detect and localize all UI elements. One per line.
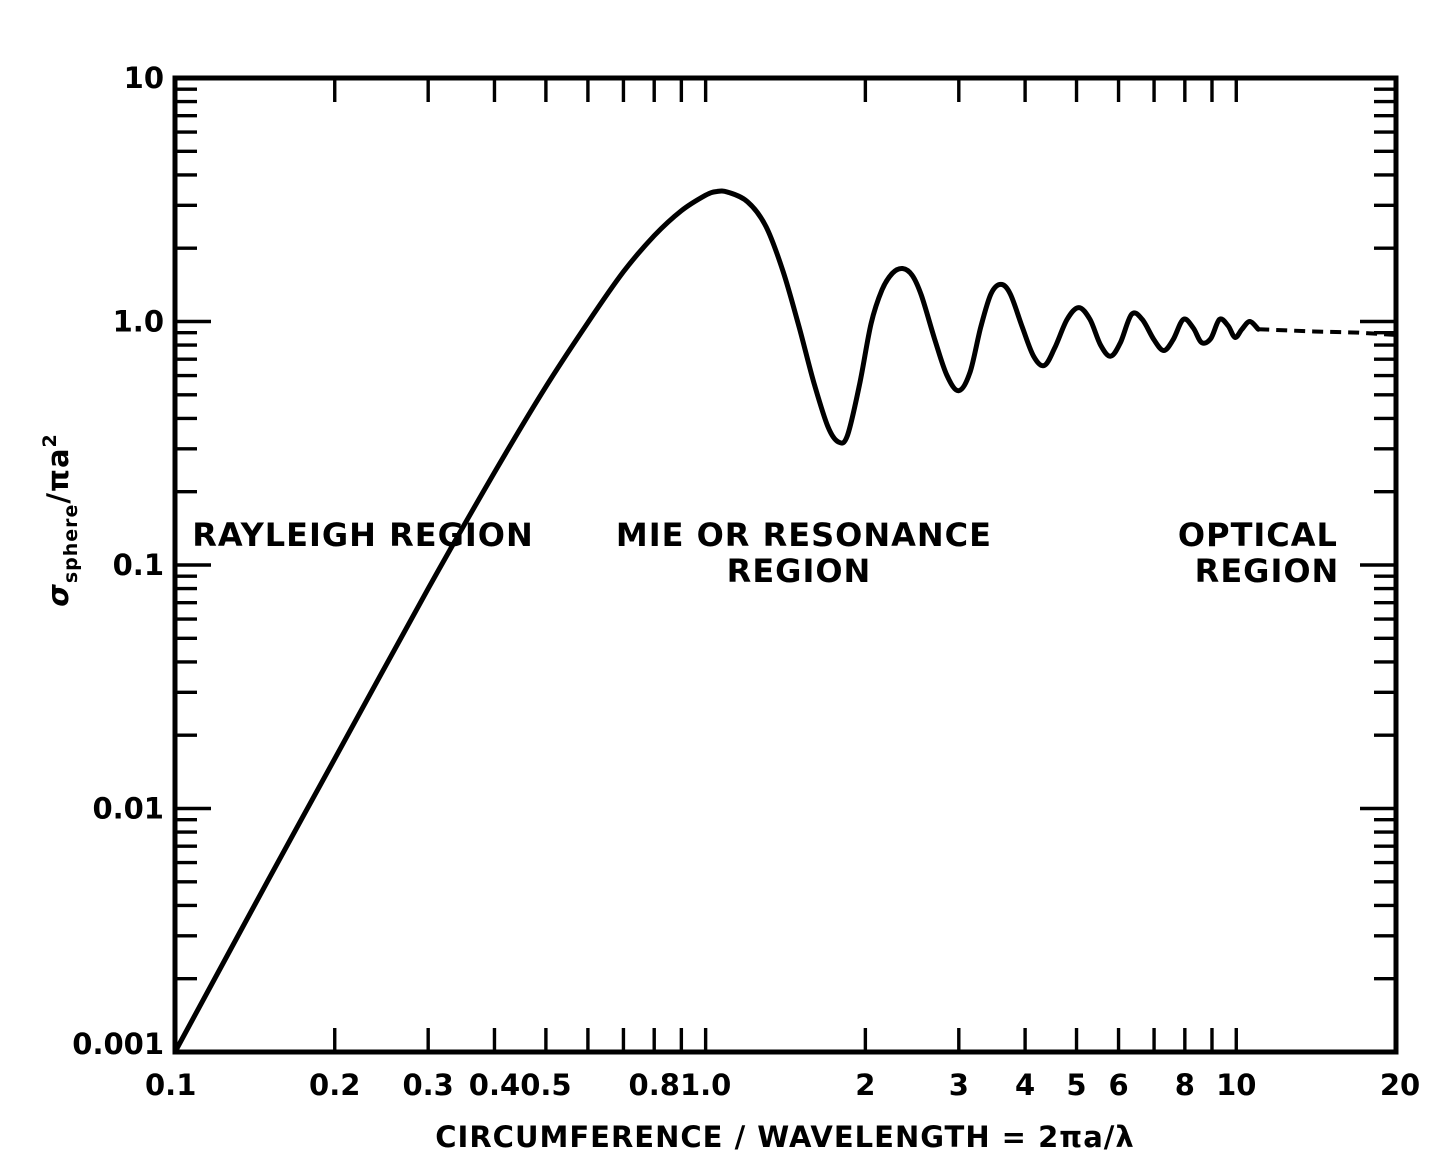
rcs-curve <box>172 188 1261 1055</box>
series-layer <box>172 188 1397 1055</box>
x-tick-label: 3 <box>949 1068 969 1102</box>
x-tick-label: 6 <box>1108 1068 1128 1102</box>
region-annotations: RAYLEIGH REGION MIE OR RESONANCE REGION … <box>192 516 1350 590</box>
optical-limit-dashed-line <box>1258 327 1397 337</box>
x-tick-label: 0.4 <box>469 1068 520 1102</box>
x-tick-label: 5 <box>1066 1068 1086 1102</box>
y-tick-label: 0.1 <box>113 548 164 582</box>
x-tick-label: 8 <box>1175 1068 1195 1102</box>
y-tick-label: 0.001 <box>72 1027 164 1061</box>
y-tick-label: 1.0 <box>113 305 164 339</box>
x-axis-title: CIRCUMFERENCE / WAVELENGTH = 2πa/λ <box>435 1120 1134 1154</box>
x-tick-labels: 0.1 0.2 0.3 0.4 0.5 0.8 1.0 2 3 4 5 6 8 10 20 <box>145 1068 1420 1102</box>
x-tick-label: 0.3 <box>402 1068 453 1102</box>
y-axis-title: σsphere/πa2 <box>39 433 82 607</box>
y-tick-label: 10 <box>124 61 164 95</box>
x-tick-label: 2 <box>855 1068 875 1102</box>
x-tick-label: 0.1 <box>145 1068 196 1102</box>
x-tick-label: 0.2 <box>309 1068 360 1102</box>
tick-marks <box>175 78 1396 1054</box>
y-tick-labels: 0.001 0.01 0.1 1.0 10 <box>72 61 164 1061</box>
x-tick-label: 10 <box>1216 1068 1256 1102</box>
rayleigh-region-label: RAYLEIGH REGION <box>192 516 534 554</box>
x-tick-label: 0.5 <box>520 1068 571 1102</box>
x-tick-label: 20 <box>1380 1068 1420 1102</box>
y-tick-label: 0.01 <box>92 792 164 826</box>
optical-region-label: OPTICAL REGION <box>1178 516 1350 590</box>
x-tick-label: 0.8 <box>629 1068 680 1102</box>
mie-region-label: MIE OR RESONANCE REGION <box>616 516 1004 590</box>
x-tick-label: 4 <box>1015 1068 1035 1102</box>
x-tick-label: 1.0 <box>680 1068 731 1102</box>
